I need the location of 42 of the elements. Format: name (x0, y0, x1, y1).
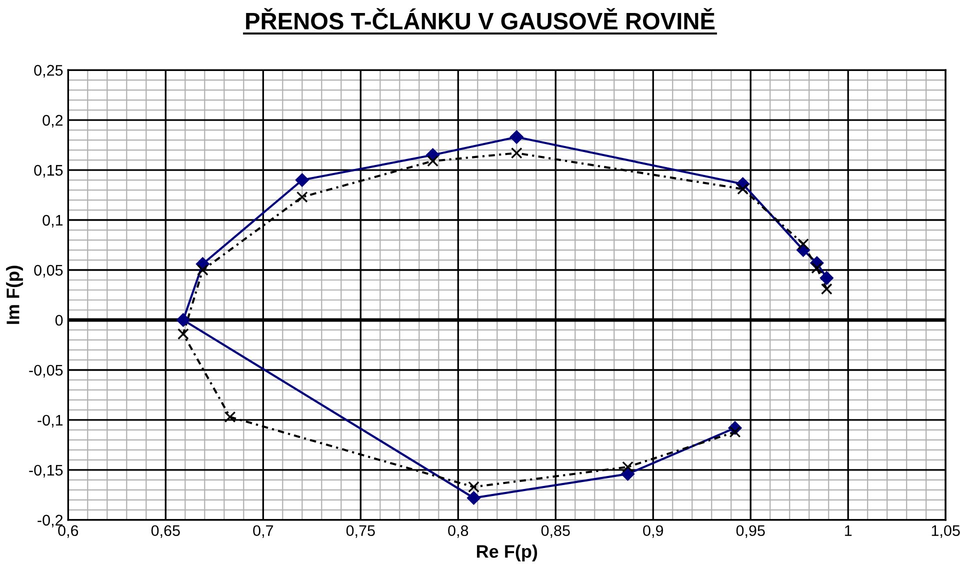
point (197, 264, 208, 276)
point (427, 155, 438, 167)
point (467, 491, 480, 505)
point (622, 461, 634, 473)
x-tick-label: 1 (845, 525, 852, 536)
point (224, 411, 236, 423)
y-tick-label: -0,2 (38, 514, 63, 528)
point (820, 271, 834, 285)
point (176, 313, 190, 327)
point (621, 467, 634, 481)
point (510, 130, 524, 144)
x-tick-label: 0,9 (643, 525, 664, 538)
y-tick-label: 0,15 (34, 164, 63, 178)
x-axis-title: Re F(p) (477, 544, 538, 562)
x-tick-label: 0,6 (58, 525, 78, 538)
point (820, 283, 832, 295)
y-tick-label: -0,05 (29, 364, 63, 378)
x-tick-label: 0,85 (541, 525, 570, 538)
y-tick-label: 0 (55, 314, 63, 326)
point (178, 328, 189, 340)
x-tick-label: 0,8 (448, 525, 468, 538)
x-tick-label: 0,65 (151, 525, 180, 538)
x-tick-label: 0,95 (736, 525, 765, 538)
x-tick-label: 0,75 (346, 525, 375, 538)
y-tick-label: 0,1 (42, 214, 63, 228)
y-axis-title: Im F(p) (6, 266, 23, 324)
point (295, 173, 309, 187)
point (798, 238, 809, 250)
point (468, 481, 480, 493)
y-tick-label: -0,1 (38, 414, 63, 428)
y-tick-label: 0,05 (34, 264, 63, 278)
x-tick-label: 0,7 (253, 525, 273, 538)
y-tick-label: 0,2 (42, 114, 63, 128)
point (729, 426, 741, 438)
point (296, 191, 308, 203)
chart-title: PŘENOS T-ČLÁNKU V GAUSOVĚ ROVINĚ (246, 8, 715, 30)
point (811, 262, 823, 274)
point (510, 147, 522, 159)
x-tick-label: 1,05 (932, 525, 960, 538)
y-tick-label: 0,25 (34, 64, 63, 78)
y-tick-label: -0,15 (29, 464, 63, 478)
point (737, 183, 749, 195)
